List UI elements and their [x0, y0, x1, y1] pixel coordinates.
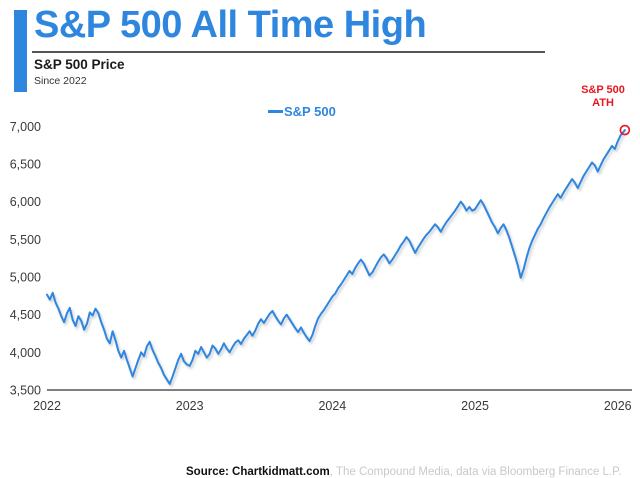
source-attribution: Source: Chartkidmatt.com, The Compound M… [186, 466, 622, 478]
series-line-sp500 [46, 129, 626, 385]
y-tick-label: 5,000 [10, 270, 41, 284]
y-tick-label: 6,500 [10, 157, 41, 171]
y-tick-label: 5,500 [10, 233, 41, 247]
y-tick-label: 6,000 [10, 195, 41, 209]
chart-subtitle: S&P 500 Price [34, 57, 125, 72]
page-title: S&P 500 All Time High [34, 4, 427, 46]
chart-legend: S&P 500 [268, 104, 336, 119]
chart-area: 7,000 6,500 6,000 5,500 5,000 4,500 4,000 3,500… [0, 84, 640, 478]
y-tick-label: 7,000 [10, 120, 41, 134]
accent-bar [14, 10, 27, 92]
x-tick-label: 2023 [176, 399, 204, 413]
x-tick-label: 2022 [33, 399, 61, 413]
ath-annotation: S&P 500 ATH [566, 84, 640, 110]
source-detail: , The Compound Media, data via Bloomberg… [329, 466, 622, 478]
source-name: Source: Chartkidmatt.com [186, 466, 330, 478]
legend-label: S&P 500 [284, 104, 336, 119]
ath-marker-icon [619, 124, 631, 136]
legend-line-swatch [268, 110, 283, 114]
ath-annotation-line1: S&P 500 [581, 84, 625, 96]
x-tick-label: 2026 [604, 399, 632, 413]
x-tick-label: 2025 [461, 399, 489, 413]
y-tick-label: 4,000 [10, 346, 41, 360]
ath-annotation-line2: ATH [592, 97, 614, 109]
x-axis-labels: 2022 2023 2024 2025 2026 [33, 399, 632, 413]
chart-subtitle-note: Since 2022 [34, 75, 87, 87]
chart-header: S&P 500 All Time High S&P 500 Price Sinc… [0, 0, 640, 100]
y-tick-label: 3,500 [10, 384, 41, 398]
title-divider [32, 51, 545, 53]
y-axis-labels: 7,000 6,500 6,000 5,500 5,000 4,500 4,000 3,500 [10, 120, 41, 398]
x-tick-label: 2024 [318, 399, 346, 413]
line-chart: 7,000 6,500 6,000 5,500 5,000 4,500 4,000 3,500… [10, 120, 632, 413]
y-tick-label: 4,500 [10, 308, 41, 322]
